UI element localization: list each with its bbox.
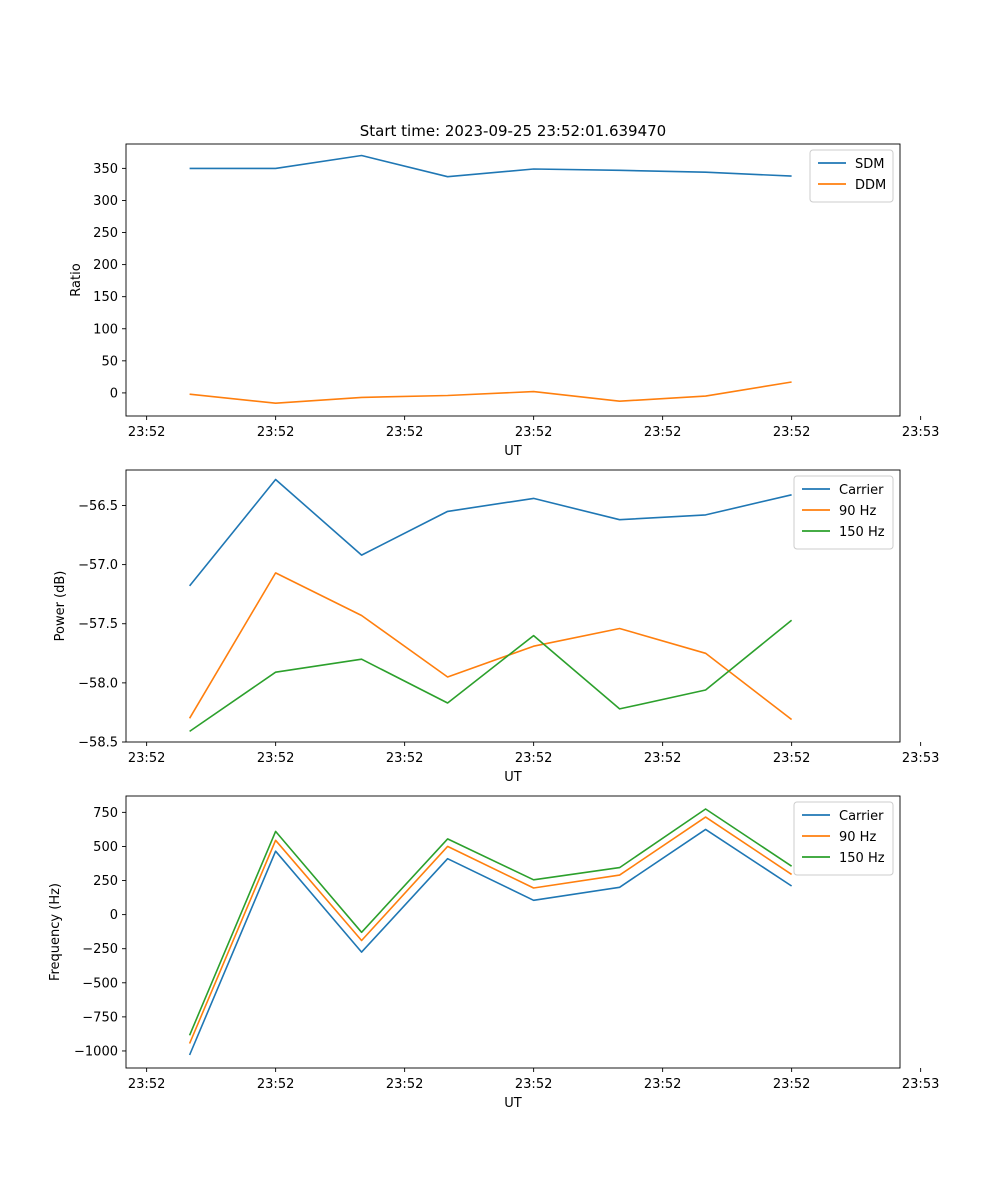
x-axis-label: UT [504,1096,522,1111]
x-tick-label: 23:52 [644,751,681,766]
x-tick-label: 23:52 [773,1077,810,1092]
x-tick-label: 23:53 [902,751,939,766]
x-axis-label: UT [504,444,522,459]
y-tick-label: 250 [93,874,118,889]
y-tick-label: −56.5 [78,499,118,514]
x-tick-label: 23:52 [257,425,294,440]
y-tick-label: −250 [82,942,118,957]
subplot-frequency: 23:52 23:52 23:52 23:52 23:52 23:52 23:53 −1000… [48,795,939,1111]
y-tick-label: −57.0 [78,558,118,573]
y-tick-label: 50 [101,354,118,369]
x-tick-label: 23:52 [128,1077,165,1092]
y-axis-label: Ratio [69,263,84,296]
legend-label-carrier: Carrier [839,809,884,824]
y-tick-label: 150 [93,290,118,305]
y-tick-label: −58.5 [78,736,118,751]
x-tick-label: 23:52 [515,1077,552,1092]
y-tick-label: 300 [93,194,118,209]
x-tick-label: 23:52 [128,425,165,440]
x-tick-label: 23:52 [773,425,810,440]
legend-label-150-hz: 150 Hz [839,851,885,866]
x-axis-label: UT [504,770,522,785]
axes-frame [125,795,901,1069]
y-tick-label: 250 [93,226,118,241]
y-tick-label: 500 [93,840,118,855]
series-line-ddm [189,381,792,405]
x-tick-label: 23:52 [773,751,810,766]
axes-frame [125,143,901,417]
y-tick-label: 100 [93,322,118,337]
x-tick-label: 23:52 [128,751,165,766]
y-tick-label: 0 [110,386,118,401]
legend-label-sdm: SDM [855,157,884,172]
legend-label-90-hz: 90 Hz [839,504,876,519]
axes-frame [125,469,901,743]
y-tick-label: 750 [93,806,118,821]
x-tick-label: 23:52 [257,1077,294,1092]
legend-label-ddm: DDM [855,178,886,193]
y-tick-label: 350 [93,162,118,177]
x-tick-label: 23:52 [386,1077,423,1092]
y-axis-label: Frequency (Hz) [48,883,63,981]
x-tick-label: 23:52 [644,425,681,440]
y-axis-label: Power (dB) [53,571,68,642]
y-tick-label: −58.0 [78,676,118,691]
y-tick-label: −57.5 [78,617,118,632]
legend-label-carrier: Carrier [839,483,884,498]
x-tick-label: 23:53 [902,1077,939,1092]
x-tick-label: 23:52 [515,751,552,766]
x-tick-label: 23:52 [257,751,294,766]
legend-label-90-hz: 90 Hz [839,830,876,845]
x-tick-label: 23:52 [515,425,552,440]
x-tick-label: 23:52 [644,1077,681,1092]
series-line-sdm [189,154,792,178]
figure-title: Start time: 2023-09-25 23:52:01.639470 [360,122,666,140]
x-tick-label: 23:52 [386,751,423,766]
x-tick-label: 23:53 [902,425,939,440]
series-line-90-hz [188,816,793,1044]
y-tick-label: 0 [110,908,118,923]
series-line-150-hz [189,619,793,733]
subplot-ratio: 23:52 23:52 23:52 23:52 23:52 23:52 23:53 0 50 10… [69,143,939,459]
legend-label-150-hz: 150 Hz [839,525,885,540]
subplot-power: 23:52 23:52 23:52 23:52 23:52 23:52 23:53 −58.5… [53,469,939,785]
series-line-carrier [188,828,793,1056]
series-line-carrier [188,478,792,587]
series-line-150-hz [188,808,793,1036]
y-tick-label: −750 [82,1010,118,1025]
y-tick-label: −500 [82,976,118,991]
series-line-90-hz [188,572,793,721]
y-tick-label: 200 [93,258,118,273]
y-tick-label: −1000 [74,1044,118,1059]
x-tick-label: 23:52 [386,425,423,440]
